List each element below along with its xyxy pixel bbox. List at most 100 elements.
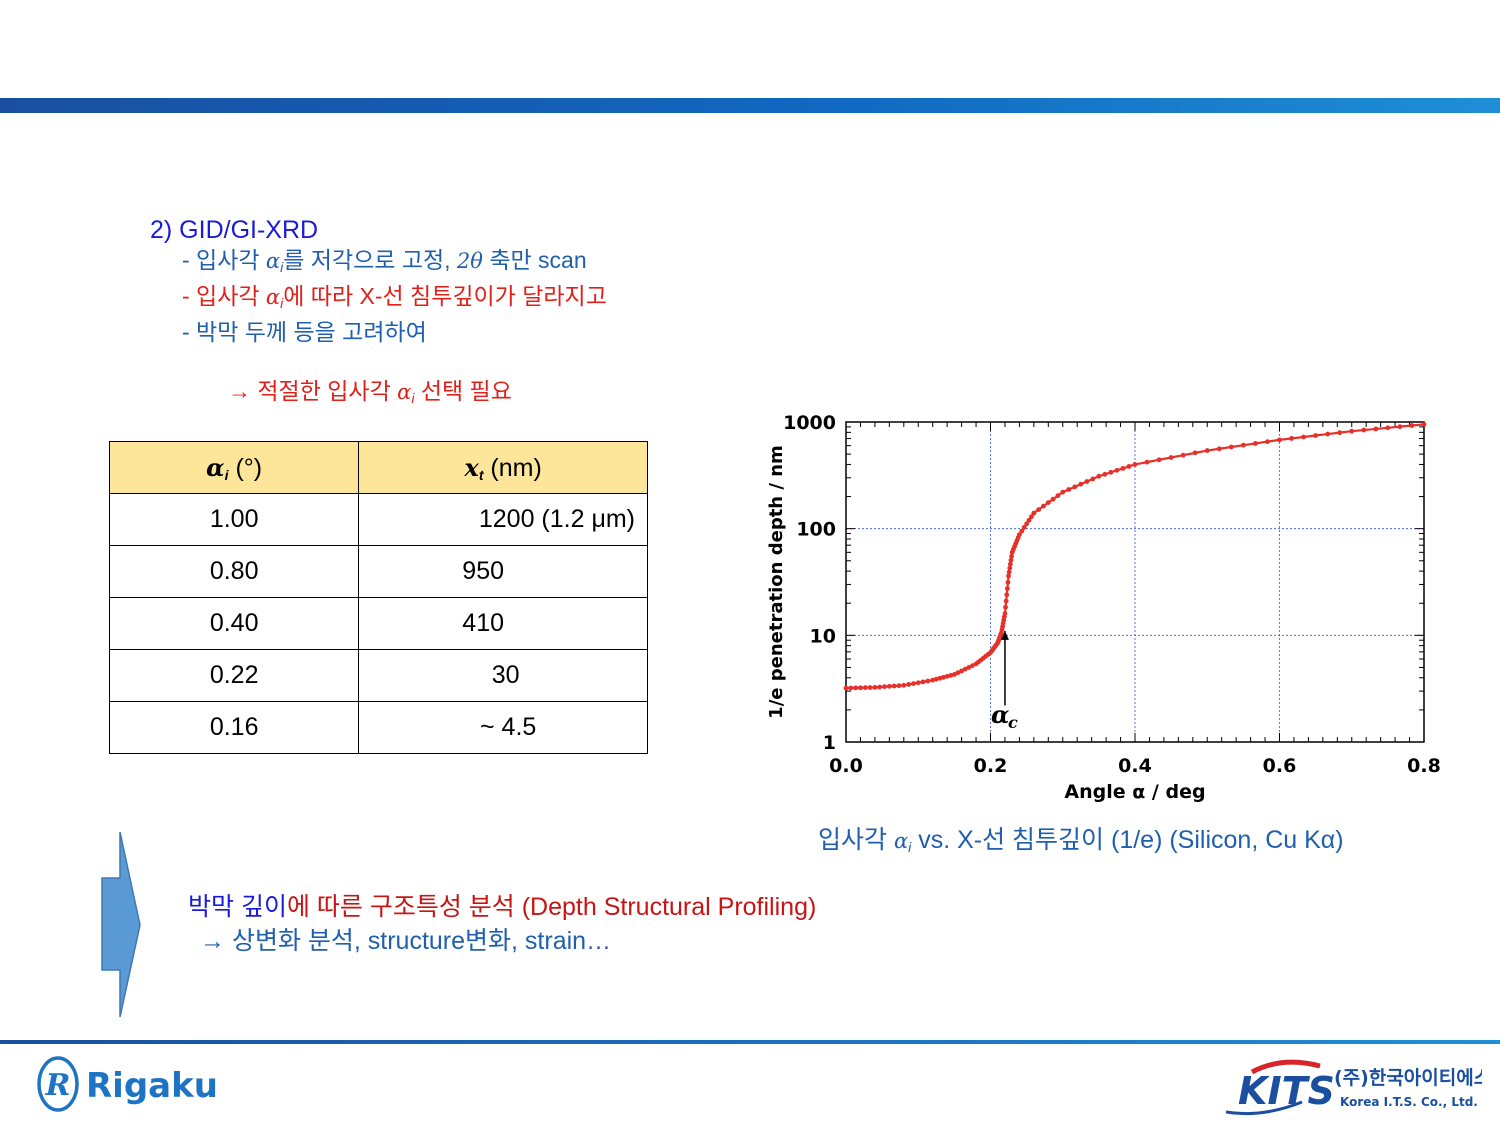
x-tick-label: 0.6 [1263, 755, 1297, 777]
svg-text:KITS: KITS [1238, 1069, 1335, 1113]
caption-prefix: 입사각 [818, 826, 894, 854]
data-point [1240, 442, 1246, 448]
data-point [1228, 444, 1234, 450]
table-row: 0.80 950 [108, 545, 648, 598]
data-point [1301, 434, 1306, 440]
conclusion-line: → 적절한 입사각 αi 선택 필요 [150, 377, 607, 413]
data-point [1397, 424, 1403, 430]
data-point [1060, 489, 1066, 495]
data-point [1156, 457, 1162, 463]
svg-text:R: R [45, 1068, 71, 1103]
bullet-suffix: 에 따라 X-선 침투깊이가 달라지고 [283, 283, 607, 309]
kits-logo: KITS (주)한국아이티에스 Korea I.T.S. Co., Ltd. [1225, 1059, 1482, 1116]
profiling-subtitle: → 상변화 분석, structure변화, strain… [200, 927, 612, 955]
data-point [891, 683, 897, 689]
data-point [966, 664, 972, 670]
profiling-title-blue: 박막 깊이 [188, 893, 287, 921]
bullet-fixed-angle: - 입사각 αi를 저각으로 고정, 2θ 축만 scan [150, 246, 607, 282]
bullet-thickness: - 박막 두께 등을 고려하여 [182, 319, 427, 345]
data-point [1050, 496, 1056, 502]
data-point [1120, 465, 1126, 471]
data-point [858, 685, 863, 691]
data-point [1409, 423, 1415, 428]
y-tick-label: 1 [823, 732, 836, 754]
data-point [1008, 557, 1014, 563]
table-row: 0.40 410 [108, 597, 648, 650]
plot-frame [845, 421, 1425, 743]
data-point [962, 666, 968, 672]
data-point [1096, 473, 1102, 479]
data-point [1204, 448, 1210, 453]
data-point [1007, 561, 1013, 567]
y-tick-label: 1000 [783, 412, 836, 434]
data-point [959, 668, 964, 674]
data-point [925, 678, 931, 684]
caption-suffix: vs. X-선 침투깊이 (1/e) (Silicon, Cu Kα) [911, 826, 1344, 854]
data-point [1003, 598, 1009, 604]
data-point [1084, 479, 1090, 484]
data-point [1026, 517, 1032, 523]
depth-profiling-block: 박막 깊이에 따른 구조특성 분석 (Depth Structural Prof… [188, 890, 816, 958]
x-tick-label: 0.8 [1407, 755, 1440, 777]
profiling-title-red: 에 따른 구조특성 분석 (Depth Structural Profiling… [286, 893, 817, 921]
data-point [1004, 592, 1010, 598]
data-point [1019, 528, 1025, 534]
data-point [886, 683, 892, 689]
data-point [944, 673, 950, 679]
data-point [1031, 510, 1037, 516]
data-point [1385, 425, 1391, 431]
data-point [1337, 430, 1343, 436]
header-unit: (°) [228, 453, 263, 482]
data-point [1253, 441, 1258, 446]
x-axis-label: Angle α / deg [1064, 781, 1205, 802]
angle-cell: 0.80 [108, 545, 360, 598]
svg-text:Rigaku: Rigaku [86, 1066, 218, 1106]
table-row: 0.16 ~ 4.5 [108, 701, 648, 754]
x-subscript: t [478, 466, 484, 483]
data-point [1114, 467, 1120, 473]
data-point [955, 670, 961, 676]
bullet-prefix: - 입사각 [182, 247, 266, 273]
angle-depth-table: αi (°) xt (nm) 1.00 1200 (1.2 μm) 0.80 950… [108, 441, 648, 754]
data-point [1180, 452, 1186, 458]
data-point [906, 682, 912, 687]
data-point [1041, 503, 1046, 509]
data-point [1072, 484, 1078, 490]
data-point [877, 684, 883, 690]
alpha-subscript: i [908, 839, 912, 855]
data-point [911, 681, 916, 686]
data-point [853, 685, 859, 691]
data-point [1006, 569, 1012, 575]
right-arrow-shape [101, 831, 141, 1018]
section-heading: 2) GID/GI-XRD [150, 216, 319, 244]
data-point [896, 683, 902, 689]
conclusion-prefix: → 적절한 입사각 [228, 378, 398, 404]
alpha-symbol: α [397, 380, 412, 404]
depth-cell: 410 [358, 597, 648, 650]
bullet-prefix: - 입사각 [182, 283, 266, 309]
x-tick-label: 0.0 [829, 755, 863, 777]
data-point [1017, 532, 1022, 537]
rigaku-logo: R Rigaku [37, 1056, 218, 1112]
alpha-subscript: i [411, 390, 415, 406]
data-point [872, 684, 878, 690]
data-point [941, 674, 946, 680]
header-depth: xt (nm) [358, 441, 648, 494]
alpha-subscript: i [280, 259, 284, 275]
bullet-suffix2: 축만 scan [482, 247, 587, 273]
data-point [1265, 439, 1270, 445]
data-point [848, 685, 854, 691]
data-point [1007, 565, 1013, 571]
data-point [1126, 464, 1132, 469]
header-unit: (nm) [483, 453, 542, 482]
table-header-row: αi (°) xt (nm) [108, 441, 648, 494]
data-point [1325, 431, 1331, 437]
bullet-suffix: 를 저각으로 고정, [283, 247, 457, 273]
data-point [1102, 471, 1108, 477]
data-point [1006, 573, 1011, 579]
table-row: 1.00 1200 (1.2 μm) [108, 493, 648, 546]
data-point [1066, 487, 1072, 492]
penetration-depth-chart: 0.0 0.2 0.4 0.6 0.8 1 10 100 1000 Angle α / deg 1/… [766, 412, 1440, 802]
conclusion-suffix: 선택 필요 [414, 378, 512, 404]
y-tick-label: 100 [796, 519, 836, 541]
